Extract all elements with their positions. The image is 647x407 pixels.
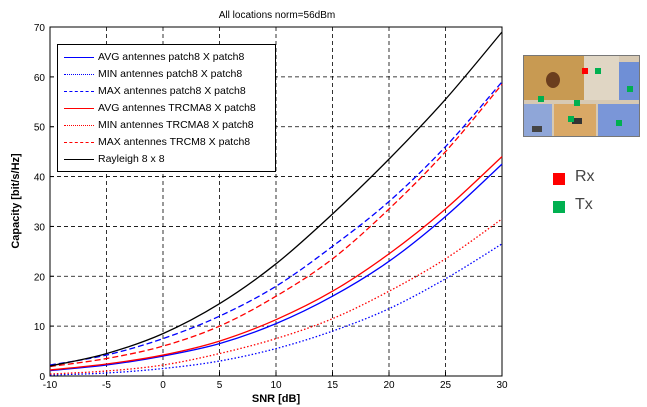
floorplan-furniture	[546, 72, 560, 88]
legend-item: MAX antennes patch8 X patch8	[58, 84, 275, 100]
legend-item: MIN antennes patch8 X patch8	[58, 67, 275, 83]
series-line-0	[49, 163, 503, 372]
series-line-2	[49, 81, 503, 366]
floorplan-room	[584, 56, 619, 100]
y-tick-label: 70	[34, 23, 46, 34]
tx-marker	[574, 100, 580, 106]
series-line-6	[49, 31, 503, 367]
legend-label: MAX antennes patch8 X patch8	[98, 85, 246, 97]
x-tick-label: 15	[327, 380, 339, 391]
legend-label: MAX antennes TRCM8 X patch8	[98, 136, 251, 148]
x-tick-label: 0	[160, 380, 166, 391]
series-line-1	[49, 243, 503, 376]
floorplan-image	[523, 55, 640, 137]
floorplan-room	[619, 62, 639, 100]
legend-line-sample	[64, 125, 94, 126]
legend-label: AVG antennes TRCMA8 X patch8	[98, 102, 256, 114]
legend-line-sample	[64, 57, 94, 58]
x-tick-label: 30	[496, 380, 508, 391]
axis-ticks: -10 -5 0 5 10 15 20 25 30 0 10 20 30 40 50 60 70	[34, 23, 508, 391]
x-tick-label: 20	[383, 380, 395, 391]
legend-item: AVG antennes TRCMA8 X patch8	[58, 101, 275, 117]
x-axis-label: SNR [dB]	[252, 393, 301, 405]
legend-item: Rayleigh 8 x 8	[58, 152, 275, 168]
chart-title: All locations norm=56dBm	[219, 10, 335, 21]
legend-item: MIN antennes TRCMA8 X patch8	[58, 118, 275, 134]
y-tick-label: 50	[34, 123, 46, 134]
rx-label: Rx	[575, 168, 595, 185]
rx-swatch	[553, 173, 565, 185]
y-axis-label: Capacity [bit/s/Hz]	[10, 153, 22, 249]
x-tick-label: 10	[270, 380, 282, 391]
tx-marker	[627, 86, 633, 92]
y-tick-label: 0	[39, 372, 45, 383]
legend-label: Rayleigh 8 x 8	[98, 153, 165, 165]
legend-line-sample	[64, 108, 94, 109]
x-tick-label: -10	[43, 380, 58, 391]
legend-label: AVG antennes patch8 X patch8	[98, 51, 245, 63]
tx-swatch	[553, 201, 565, 213]
tx-marker	[616, 120, 622, 126]
legend-line-sample	[64, 91, 94, 92]
rx-key: Rx	[553, 168, 643, 190]
series-lines	[49, 31, 503, 376]
legend-item: MAX antennes TRCM8 X patch8	[58, 135, 275, 151]
x-tick-label: -5	[102, 380, 111, 391]
floorplan-furniture	[532, 126, 542, 132]
x-tick-label: 5	[217, 380, 223, 391]
legend-label: MIN antennes patch8 X patch8	[98, 68, 243, 80]
legend-line-sample	[64, 159, 94, 160]
legend-label: MIN antennes TRCMA8 X patch8	[98, 119, 254, 131]
series-line-5	[49, 83, 503, 368]
floorplan-room	[524, 104, 552, 136]
floorplan-furniture	[572, 118, 582, 124]
legend-item: AVG antennes patch8 X patch8	[58, 50, 275, 66]
tx-marker	[568, 116, 574, 122]
legend-line-sample	[64, 142, 94, 143]
y-tick-label: 40	[34, 173, 46, 184]
legend: AVG antennes patch8 X patch8 MIN antenne…	[57, 44, 276, 172]
y-tick-label: 10	[34, 322, 46, 333]
rx-marker	[582, 68, 588, 74]
tx-marker	[595, 68, 601, 74]
tx-key: Tx	[553, 196, 643, 218]
x-tick-label: 25	[440, 380, 452, 391]
y-tick-label: 60	[34, 73, 46, 84]
y-tick-label: 30	[34, 222, 46, 233]
legend-line-sample	[64, 74, 94, 75]
y-tick-label: 20	[34, 272, 46, 283]
tx-marker	[538, 96, 544, 102]
tx-label: Tx	[575, 196, 593, 213]
series-line-3	[49, 156, 503, 371]
